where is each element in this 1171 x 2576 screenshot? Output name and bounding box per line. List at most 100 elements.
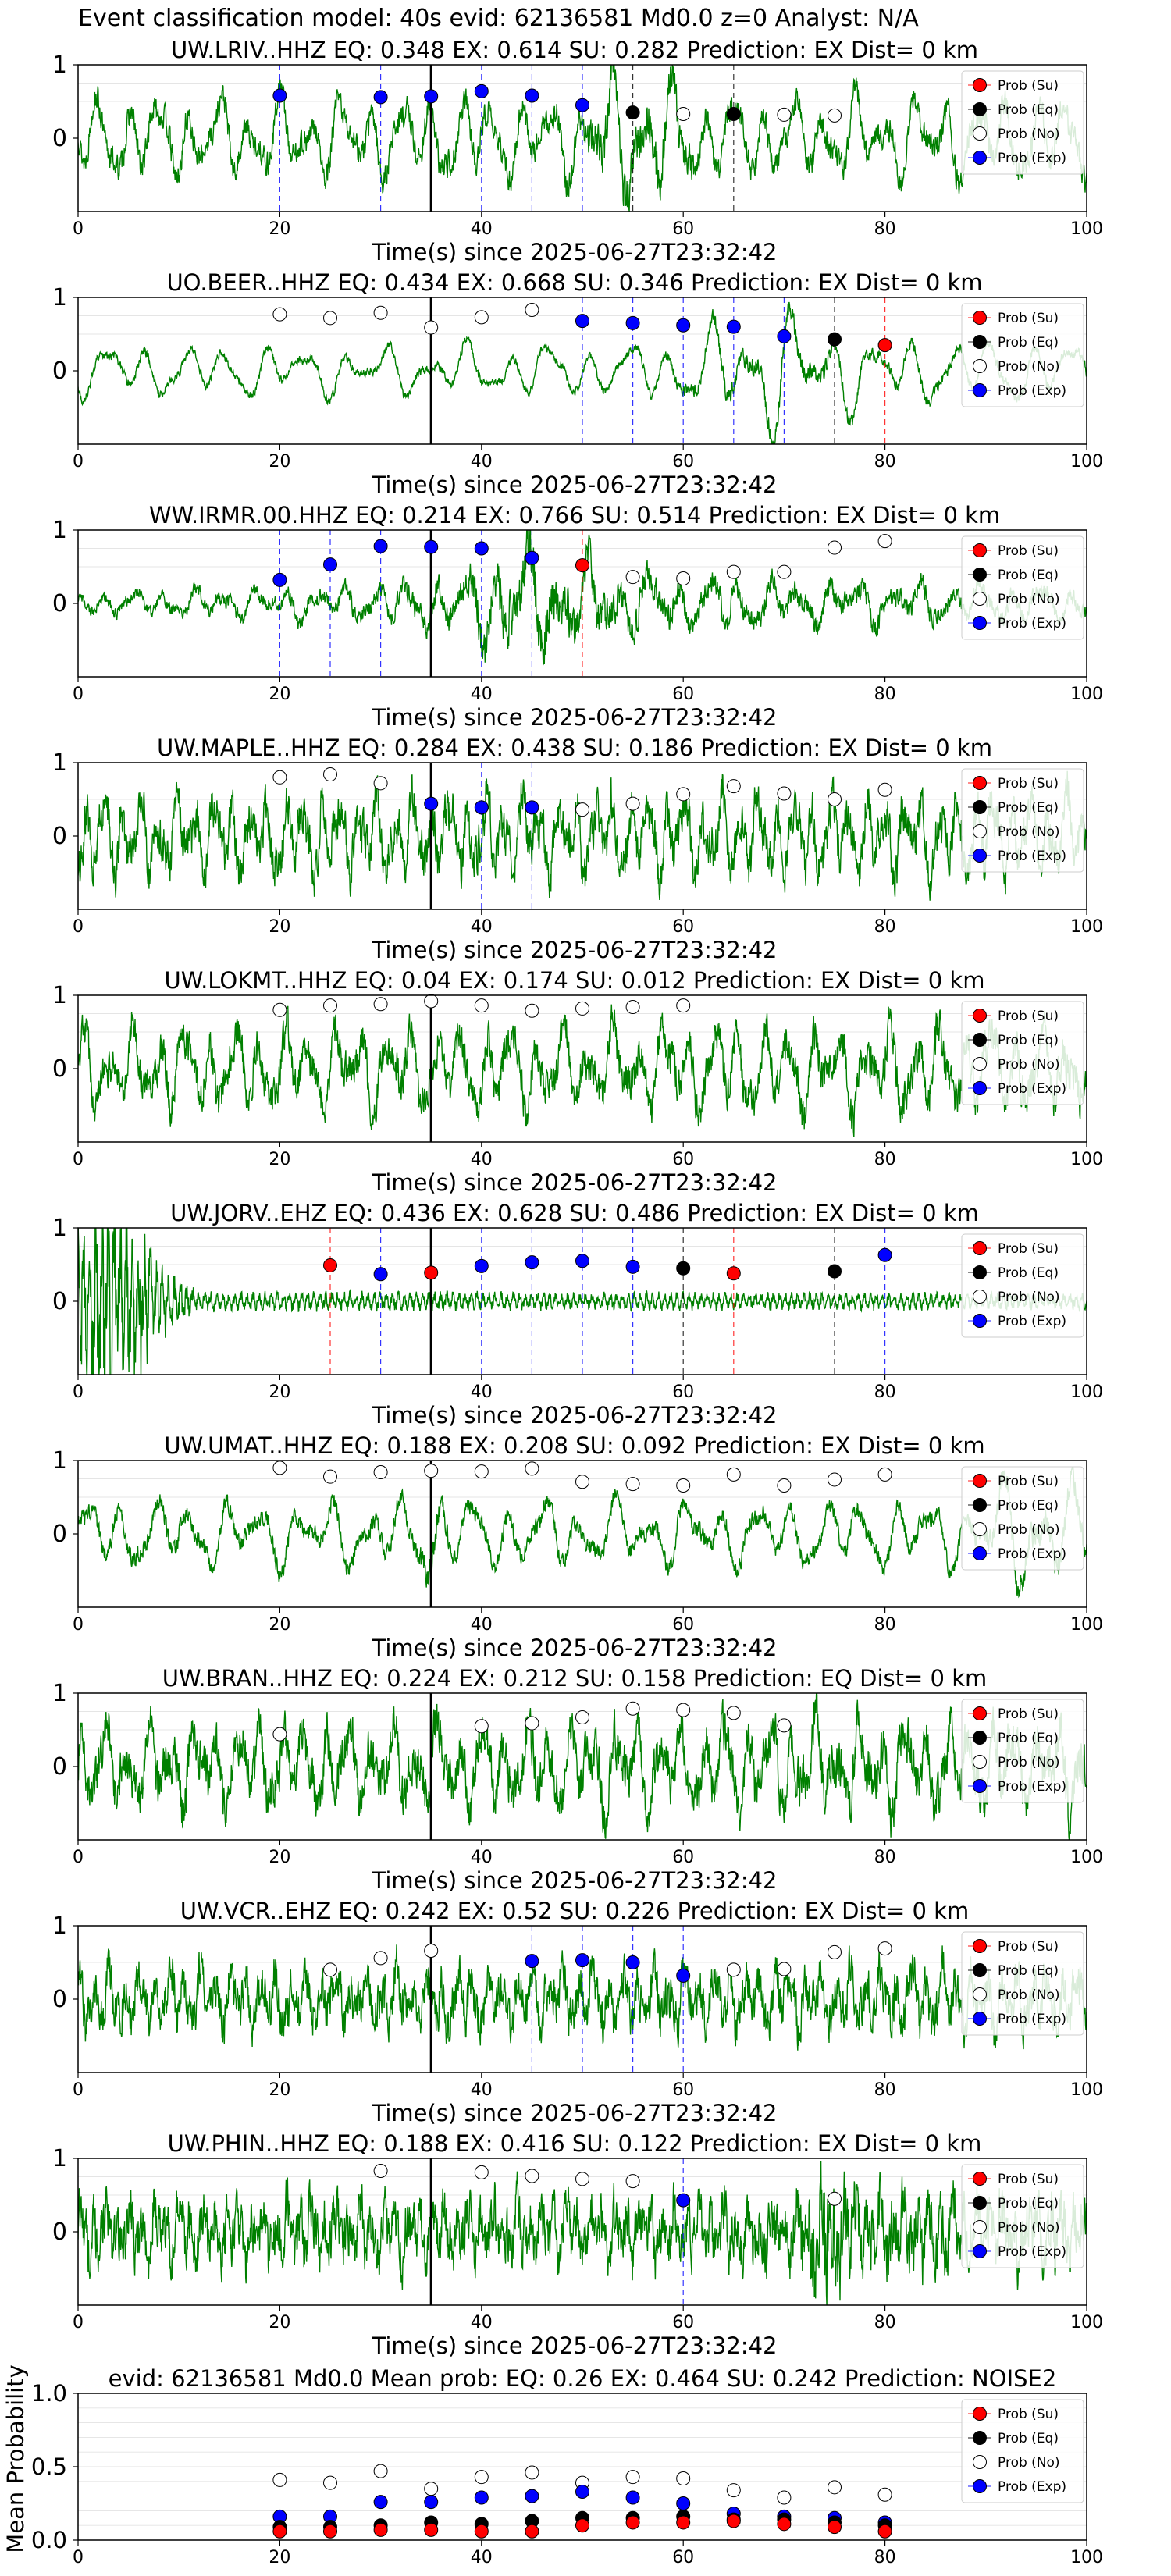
panel-4-title: UW.LOKMT..HHZ EQ: 0.04 EX: 0.174 SU: 0.0… — [165, 967, 985, 994]
panel-0-legend-label-exp: Prob (Exp) — [998, 151, 1066, 166]
panel-8-legend-label-exp: Prob (Exp) — [998, 2012, 1066, 2027]
panel-9-point-3 — [575, 2172, 589, 2186]
panel-4-legend-label-exp: Prob (Exp) — [998, 1081, 1066, 1097]
panel-4-xtick-label-80: 80 — [874, 1150, 896, 1169]
panel-4-point-3 — [424, 994, 439, 1009]
panel-3-point-2 — [373, 776, 388, 791]
panel-0-point-0 — [272, 88, 287, 103]
panel-5-xtick-label-100: 100 — [1070, 1382, 1103, 1402]
panel-6-point-1 — [323, 1469, 337, 1484]
panel-2-xtick-label-20: 20 — [269, 685, 290, 704]
panel-9-xtick-label-40: 40 — [471, 2313, 493, 2332]
mean-panel-xtick-label-100: 100 — [1070, 2548, 1103, 2567]
mean-panel-title: evid: 62136581 Md0.0 Mean prob: EQ: 0.26… — [109, 2365, 1057, 2392]
panel-3-point-0 — [272, 770, 287, 785]
panel-4-point-8 — [676, 998, 691, 1013]
panel-6-legend-box — [961, 1466, 1084, 1571]
panel-5-point-0 — [323, 1258, 337, 1272]
panel-6-xlabel: Time(s) since 2025-06-27T23:32:42 — [372, 1635, 778, 1661]
panel-5-legend-marker-su — [973, 1241, 987, 1255]
panel-9-legend-marker-no — [973, 2220, 987, 2234]
panel-9-title: UW.PHIN..HHZ EQ: 0.188 EX: 0.416 SU: 0.1… — [168, 2130, 982, 2157]
panel-5-legend-label-no: Prob (No) — [998, 1290, 1060, 1305]
panel-2-ytick-label-1: 1 — [52, 517, 67, 544]
mean-panel-legend-label-no: Prob (No) — [998, 2455, 1060, 2471]
panel-7-legend-marker-exp — [973, 1779, 987, 1793]
panel-2-xtick-label-0: 0 — [73, 685, 84, 704]
panel-4-xtick-label-0: 0 — [73, 1150, 84, 1169]
mean-panel-ytick-label-1.0: 1.0 — [31, 2380, 67, 2407]
mean-panel-xtick-label-0: 0 — [73, 2548, 84, 2567]
panel-2-xlabel: Time(s) since 2025-06-27T23:32:42 — [372, 704, 778, 731]
panel-8-point-5 — [625, 1955, 640, 1969]
panel-9-point-1 — [474, 2165, 489, 2179]
panel-6-point-9 — [726, 1467, 741, 1482]
panel-4-point-5 — [525, 1003, 539, 1018]
panel-5-xtick-label-80: 80 — [874, 1382, 896, 1402]
panel-2: WW.IRMR.00.HHZ EQ: 0.214 EX: 0.766 SU: 0… — [52, 502, 1103, 731]
panel-8-xtick-label-100: 100 — [1070, 2080, 1103, 2100]
panel-2-point-3 — [424, 539, 439, 554]
panel-8-point-7 — [726, 1962, 741, 1977]
panel-9-xlabel: Time(s) since 2025-06-27T23:32:42 — [372, 2332, 778, 2359]
panel-3-xtick-label-20: 20 — [269, 917, 290, 937]
figure-suptitle: Event classification model: 40s evid: 62… — [78, 5, 919, 32]
panel-7-point-0 — [272, 1727, 287, 1742]
panel-9-legend-label-su: Prob (Su) — [998, 2172, 1059, 2187]
panel-0-ytick-label-0: 0 — [52, 125, 67, 152]
mean-panel-point-no-4 — [474, 2470, 489, 2485]
panel-1-ytick-label-0: 0 — [52, 358, 67, 385]
panel-5-legend-label-eq: Prob (Eq) — [998, 1265, 1059, 1281]
panel-3-title: UW.MAPLE..HHZ EQ: 0.284 EX: 0.438 SU: 0.… — [157, 735, 992, 761]
panel-3-legend-marker-su — [973, 776, 987, 790]
panel-6-legend: Prob (Su) Prob (Eq) Prob (No) Prob (Exp) — [961, 1466, 1084, 1571]
panel-5-legend-label-exp: Prob (Exp) — [998, 1314, 1066, 1329]
panel-0-point-9 — [777, 107, 792, 122]
panel-3-ytick-label-1: 1 — [52, 749, 67, 777]
panel-1-legend-marker-exp — [973, 383, 987, 397]
panel-8-legend-label-eq: Prob (Eq) — [998, 1963, 1059, 1979]
panel-6-point-4 — [474, 1464, 489, 1479]
panel-1-legend-marker-su — [973, 311, 987, 325]
panel-7: UW.BRAN..HHZ EQ: 0.224 EX: 0.212 SU: 0.1… — [52, 1665, 1103, 1894]
panel-3-xlabel: Time(s) since 2025-06-27T23:32:42 — [372, 937, 778, 963]
panel-1-point-1 — [323, 311, 337, 326]
mean-panel-xtick-label-20: 20 — [269, 2548, 290, 2567]
panel-9-legend-marker-eq — [973, 2196, 987, 2210]
panel-6-point-7 — [625, 1477, 640, 1492]
panel-6-waveform — [78, 1466, 1087, 1599]
mean-panel-point-su-10 — [777, 2517, 792, 2532]
panel-8-point-8 — [777, 1962, 792, 1976]
panel-2-point-0 — [272, 572, 287, 587]
panel-0-xtick-label-20: 20 — [269, 219, 290, 239]
panel-6-point-10 — [777, 1478, 792, 1493]
mean-panel-point-no-12 — [877, 2487, 892, 2502]
mean-panel-xtick-label-40: 40 — [471, 2548, 493, 2567]
panel-2-ytick-label-0: 0 — [52, 590, 67, 617]
panel-4-point-4 — [474, 998, 489, 1013]
panel-8-point-3 — [525, 1954, 539, 1969]
panel-4-legend-box — [961, 1001, 1084, 1105]
panel-1-point-9 — [726, 319, 741, 334]
panel-7-ytick-label-0: 0 — [52, 1753, 67, 1781]
panel-0-legend-label-eq: Prob (Eq) — [998, 102, 1059, 118]
panel-7-xtick-label-0: 0 — [73, 1848, 84, 1867]
panel-5-legend-marker-exp — [973, 1314, 987, 1328]
panel-3-legend-label-eq: Prob (Eq) — [998, 800, 1059, 816]
panel-7-point-1 — [474, 1719, 489, 1734]
panel-2-point-2 — [373, 539, 388, 553]
panel-8-point-2 — [424, 1943, 439, 1958]
panel-5-legend-label-su: Prob (Su) — [998, 1241, 1059, 1257]
panel-3-point-9 — [726, 779, 741, 794]
panel-7-xlabel: Time(s) since 2025-06-27T23:32:42 — [372, 1867, 778, 1894]
panel-2-point-6 — [575, 558, 589, 573]
panel-6-legend-marker-exp — [973, 1546, 987, 1560]
panel-5-waveform — [78, 1228, 1087, 1375]
mean-panel-legend-marker-no — [973, 2455, 987, 2469]
panel-7-legend-marker-eq — [973, 1731, 987, 1745]
panel-2-waveform — [78, 530, 1087, 666]
panel-1-point-12 — [877, 338, 892, 353]
panel-7-xtick-label-80: 80 — [874, 1848, 896, 1867]
mean-panel-point-exp-8 — [676, 2496, 691, 2510]
panel-9-xtick-label-80: 80 — [874, 2313, 896, 2332]
